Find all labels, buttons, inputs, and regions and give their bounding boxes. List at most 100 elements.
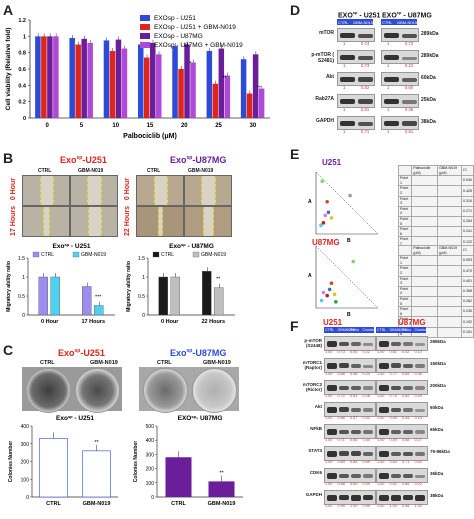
panel-e-u87-title: U87MG xyxy=(312,238,340,247)
panel-c-u87-gbm: GBM-N019 xyxy=(203,360,231,366)
blot-band xyxy=(415,386,426,391)
blot-band xyxy=(358,77,373,82)
blot-band xyxy=(363,408,374,413)
panel-label-d: D xyxy=(290,2,301,18)
e-table-cell xyxy=(411,306,439,318)
a-legend-label: EXOsp - U251 + GBM-N019 xyxy=(154,24,236,31)
chart-title: Exosp - U87MG xyxy=(169,242,214,250)
blot-band xyxy=(378,495,389,501)
e-table-cell xyxy=(437,265,462,277)
bar xyxy=(39,438,68,498)
e-point xyxy=(319,223,323,228)
blot-band xyxy=(403,363,414,369)
panel-f-row-label: mTORC1 (Raptor) xyxy=(302,360,322,370)
panel-f-quant: 1.00 xyxy=(325,350,333,354)
e-table-cell xyxy=(411,226,439,238)
e-table-cell: 0.271 xyxy=(460,205,474,217)
y-tick-label: 300 xyxy=(146,452,155,458)
panel-d-quant: 1 xyxy=(343,129,346,134)
y-tick-label: 1.5 xyxy=(138,256,145,262)
e-table-cell xyxy=(437,195,462,207)
e-point xyxy=(334,300,338,304)
y-label: Colonies Number xyxy=(133,441,139,482)
e-table-cell: 0.940 xyxy=(460,175,474,187)
a-legend-swatch xyxy=(140,33,150,39)
blot-band xyxy=(378,429,389,435)
panel-f-quant: 0.42 xyxy=(402,350,410,354)
panel-f-quant: 0.66 xyxy=(350,438,358,442)
micrograph-u87-gbm-0h xyxy=(184,175,232,206)
a-y-tick-label: 0.4 xyxy=(18,83,27,89)
legend-swatch xyxy=(32,251,40,258)
panel-d-quant: 1 xyxy=(343,85,346,90)
panel-f-quant: 1.00 xyxy=(377,438,385,442)
panel-e-u87-table: Palbociclib (μM) GBM-N019 (μM) CI Point 1 0.… xyxy=(397,244,474,338)
y-tick-label: 1 xyxy=(142,275,145,281)
blot-band xyxy=(338,385,349,391)
a-bar xyxy=(218,48,225,119)
panel-f-quant: 1.00 xyxy=(325,394,333,398)
e-table-header-cell: GBM-N019 (μM) xyxy=(437,164,462,177)
panel-d-quant: 0.81 xyxy=(361,107,370,112)
panel-f-quant: 1.00 xyxy=(325,372,333,376)
a-x-tick-label: 20 xyxy=(181,123,188,129)
blot-band xyxy=(384,55,399,60)
bar xyxy=(165,457,192,497)
blot-band xyxy=(326,407,337,413)
panel-f-row-label: mTORC2 (Rictor) xyxy=(302,382,322,392)
panel-f-quant: 0.71 xyxy=(402,460,410,464)
blot-band xyxy=(338,407,349,413)
e-table-cell xyxy=(437,285,462,297)
e-table-cell xyxy=(437,316,462,328)
blot-band xyxy=(378,473,389,479)
a-legend-swatch xyxy=(140,42,150,48)
a-significance: * xyxy=(189,61,191,67)
panel-f-quant: 0.58 xyxy=(402,438,410,442)
panel-f-quant: 0.69 xyxy=(389,416,397,420)
panel-f-blot xyxy=(324,490,376,505)
a-y-tick-label: 0.6 xyxy=(18,67,26,73)
panel-f-quant: 0.74 xyxy=(389,394,397,398)
panel-d-quant: 1 xyxy=(387,41,390,46)
panel-f-lane-label: GBMN019 xyxy=(389,327,407,332)
panel-f-quant: 0.83 xyxy=(337,460,345,464)
e-table-cell: Point 5 xyxy=(397,295,413,308)
e-point xyxy=(326,210,331,215)
panel-d-quant: 0.71 xyxy=(361,129,370,134)
e-table-cell: Point 3 xyxy=(397,275,413,287)
blot-band xyxy=(363,386,374,391)
panel-f-quant: 0.57 xyxy=(350,416,358,420)
e-table-row: Point 5 0.262 xyxy=(397,295,474,308)
blot-band xyxy=(390,495,401,501)
panel-e-u251-title: U251 xyxy=(322,158,342,167)
y-tick-label: 0 xyxy=(151,495,154,501)
panel-f-quant: 1.00 xyxy=(377,372,385,376)
panel-f-quant: 0.27 xyxy=(414,438,422,442)
e-table-cell xyxy=(437,226,462,238)
e-table-cell xyxy=(411,265,439,277)
a-bar xyxy=(121,48,128,119)
a-significance: ** xyxy=(223,76,227,82)
a-bar xyxy=(190,62,196,118)
panel-f-quant: 0.68 xyxy=(337,482,345,486)
e-table-cell xyxy=(437,295,462,308)
e-axis-b: B xyxy=(347,238,351,244)
e-table-cell xyxy=(411,195,439,207)
panel-f-lane-label: CTRL xyxy=(377,327,387,332)
e-table-row: Point 1 0.993 xyxy=(397,255,474,267)
blot-band xyxy=(403,385,414,391)
panel-f-quant: 0.44 xyxy=(362,438,370,442)
panel-f-blot xyxy=(376,380,428,395)
panel-f-quant: 1.00 xyxy=(325,416,333,420)
y-tick-label: 0 xyxy=(26,495,29,501)
panel-d-blot xyxy=(337,50,375,64)
panel-f-row-label: NFkB xyxy=(310,426,322,431)
panel-d-mw: 25kDa xyxy=(421,97,436,103)
a-bar xyxy=(144,57,150,118)
panel-f-mw: 79-86kDa xyxy=(430,449,450,454)
panel-f-quant: 0.28 xyxy=(362,394,370,398)
y-tick-label: 0 xyxy=(22,313,25,319)
x-tick-label: 22 Hours xyxy=(201,319,225,325)
panel-f-mw: 150kDa xyxy=(430,361,446,366)
y-tick-label: 0.5 xyxy=(138,294,145,300)
